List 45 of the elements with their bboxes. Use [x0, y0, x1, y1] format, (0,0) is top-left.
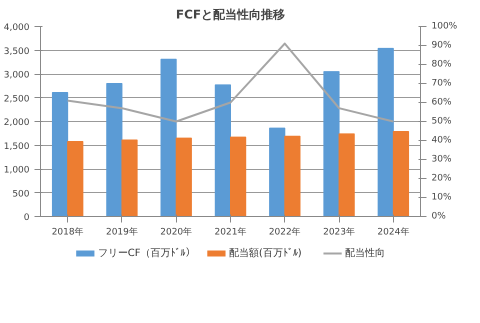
- bar: [230, 136, 246, 216]
- bar: [214, 84, 231, 216]
- bar: [269, 128, 286, 216]
- bar: [338, 133, 355, 216]
- legend-label: フリーCF（百万ﾄﾞﾙ）: [98, 247, 196, 259]
- legend-label: 配当性向: [345, 247, 386, 259]
- y2-tick-label: 90%: [432, 40, 452, 50]
- y2-tick-label: 40%: [432, 136, 452, 146]
- y-tick-label: 2,000: [4, 118, 30, 128]
- y2-tick-label: 70%: [432, 78, 452, 88]
- bar: [284, 136, 300, 216]
- y2-tick-label: 0%: [432, 212, 446, 222]
- x-tick-label: 2023年: [323, 226, 356, 238]
- y2-tick-label: 50%: [432, 116, 452, 126]
- x-tick-label: 2019年: [106, 226, 138, 238]
- bar: [106, 83, 122, 216]
- chart-title: FCFと配当性向推移: [176, 8, 286, 22]
- bar: [323, 71, 340, 216]
- x-tick-label: 2018年: [52, 226, 84, 238]
- bar: [67, 140, 84, 216]
- y-tick-label: 3,500: [4, 46, 30, 57]
- y-tick-label: 2,500: [4, 94, 30, 104]
- y-tick-label: 0: [24, 213, 30, 223]
- y-tick-label: 3,000: [4, 70, 30, 80]
- x-tick-label: 2022年: [268, 226, 301, 238]
- x-tick-label: 2021年: [214, 226, 246, 238]
- y-tick-label: 1,500: [4, 142, 30, 152]
- bar: [378, 48, 394, 216]
- legend-label: 配当額(百万ﾄﾞﾙ): [228, 247, 302, 259]
- y-tick-label: 500: [12, 189, 30, 200]
- x-tick-label: 2024年: [377, 226, 410, 238]
- x-tick-label: 2020年: [160, 226, 192, 238]
- y2-tick-label: 80%: [432, 60, 452, 70]
- bar: [52, 92, 68, 216]
- y2-tick-label: 30%: [432, 154, 452, 164]
- bar: [160, 58, 177, 216]
- y-tick-label: 1,000: [4, 166, 30, 176]
- bar: [121, 140, 138, 216]
- y2-tick-label: 10%: [432, 192, 452, 202]
- y2-tick-label: 20%: [432, 174, 452, 184]
- bar: [176, 138, 192, 216]
- bar: [392, 130, 410, 216]
- y-tick-label: 4,000: [4, 23, 30, 33]
- y2-tick-label: 60%: [432, 98, 452, 108]
- y2-tick-label: 100%: [432, 22, 458, 32]
